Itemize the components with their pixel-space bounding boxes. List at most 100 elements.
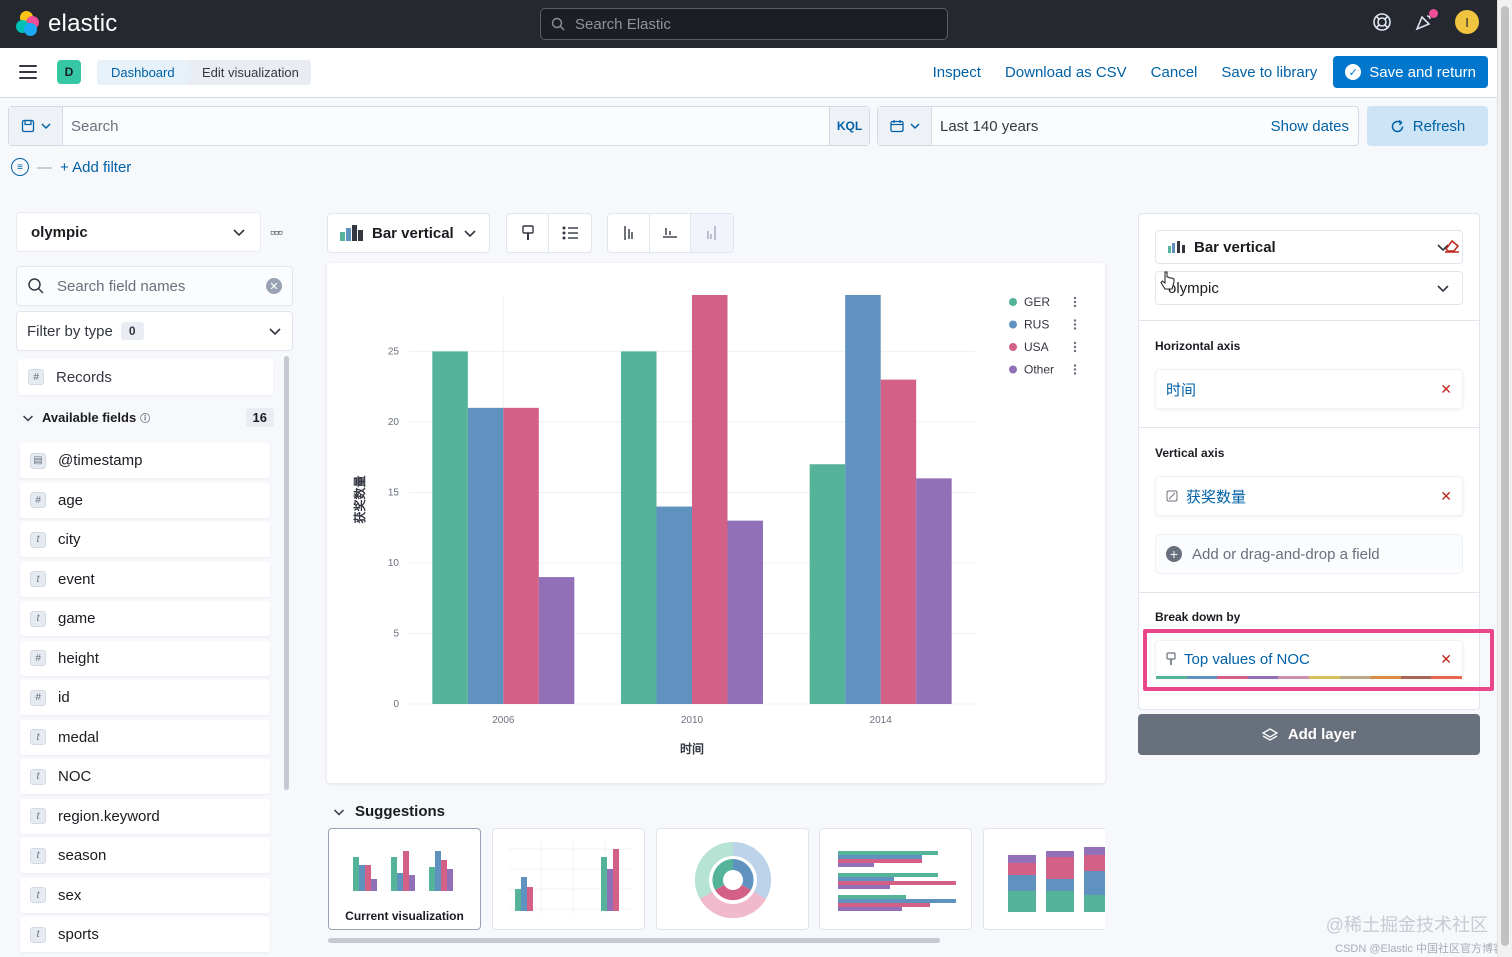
bar-rus-2014 bbox=[845, 295, 881, 704]
breakdown-dimension[interactable]: Top values of NOC ✕ bbox=[1155, 640, 1463, 678]
suggestions-header[interactable]: Suggestions bbox=[333, 803, 445, 820]
layer-config-panel: Bar vertical olympic Horizontal axis 时间 … bbox=[1138, 213, 1480, 710]
add-filter-button[interactable]: + Add filter bbox=[60, 158, 132, 176]
visual-options-button[interactable] bbox=[507, 214, 549, 252]
suggestion-donut-chart[interactable] bbox=[656, 828, 809, 930]
bar-rus-2010 bbox=[656, 506, 692, 704]
legend-options-button[interactable] bbox=[549, 214, 591, 252]
clear-search-icon[interactable]: ✕ bbox=[266, 278, 282, 294]
clear-layer-icon[interactable] bbox=[1443, 238, 1461, 259]
horizontal-axis-dimension[interactable]: 时间 ✕ bbox=[1155, 369, 1463, 409]
field-list-scrollbar[interactable] bbox=[284, 356, 289, 790]
quick-select-button[interactable] bbox=[878, 107, 932, 145]
divider bbox=[1139, 320, 1479, 321]
global-header: elastic Search Elastic I bbox=[0, 0, 1497, 48]
legend-menu-dot bbox=[1073, 345, 1077, 349]
field-item[interactable]: t game bbox=[20, 601, 270, 636]
elastic-logo[interactable]: elastic bbox=[16, 10, 117, 38]
saved-query-menu-button[interactable] bbox=[9, 107, 63, 145]
field-item[interactable]: t NOC bbox=[20, 759, 270, 794]
save-and-return-button[interactable]: ✓ Save and return bbox=[1333, 56, 1488, 88]
remove-dimension-icon[interactable]: ✕ bbox=[1440, 380, 1452, 397]
suggestion-bar-chart[interactable] bbox=[492, 828, 645, 930]
remove-dimension-icon[interactable]: ✕ bbox=[1440, 650, 1452, 667]
layer-chart-type-select[interactable]: Bar vertical bbox=[1155, 230, 1463, 264]
add-field-dropzone[interactable]: + Add or drag-and-drop a field bbox=[1155, 534, 1463, 574]
save-to-library-button[interactable]: Save to library bbox=[1221, 63, 1318, 81]
data-view-options-icon[interactable]: ▫▫▫ bbox=[270, 224, 283, 240]
field-item[interactable]: # age bbox=[20, 482, 270, 518]
vertical-axis-dimension[interactable]: 获奖数量 ✕ bbox=[1155, 476, 1463, 516]
global-search-input[interactable]: Search Elastic bbox=[540, 8, 948, 40]
refresh-button[interactable]: Refresh bbox=[1367, 106, 1488, 146]
suggestion-horizontal-bar-chart[interactable] bbox=[819, 828, 972, 930]
field-name: sex bbox=[58, 886, 82, 904]
suggestions-scrollbar[interactable] bbox=[328, 938, 940, 943]
x-tick-label: 2014 bbox=[870, 715, 893, 726]
cancel-button[interactable]: Cancel bbox=[1150, 63, 1198, 81]
chart-panel: 0 5 10 15 20 25 2006 2010 2014 时间 获奖数量 GER RUS USA Oth… bbox=[327, 263, 1105, 783]
chart-type-switcher[interactable]: Bar vertical bbox=[327, 213, 490, 253]
field-item[interactable]: t medal bbox=[20, 719, 270, 755]
number-type-icon: # bbox=[30, 689, 46, 706]
bottom-axis-icon bbox=[663, 228, 677, 238]
y-tick-label: 5 bbox=[393, 628, 399, 639]
field-item[interactable]: # id bbox=[20, 680, 270, 715]
app-subheader: D Dashboard Edit visualization Inspect D… bbox=[0, 48, 1497, 98]
field-item[interactable]: t event bbox=[20, 561, 270, 597]
legend-menu-dot bbox=[1073, 323, 1077, 326]
field-item[interactable]: t region.keyword bbox=[20, 798, 270, 834]
suggestions-row: Current visualization bbox=[328, 828, 1105, 932]
news-feed-icon[interactable] bbox=[1413, 9, 1438, 33]
global-search-placeholder: Search Elastic bbox=[575, 15, 671, 33]
available-fields-label: Available fields bbox=[42, 410, 137, 425]
palette-swatch bbox=[1247, 676, 1279, 679]
chevron-down-icon bbox=[464, 230, 476, 238]
field-item[interactable]: t sex bbox=[20, 877, 270, 913]
bottom-axis-button[interactable] bbox=[650, 214, 692, 252]
layer-data-view-select[interactable]: olympic bbox=[1155, 271, 1463, 305]
help-icon[interactable] bbox=[1371, 11, 1393, 33]
field-item[interactable]: ▤ @timestamp bbox=[20, 443, 270, 478]
data-view-selector[interactable]: olympic bbox=[16, 212, 261, 252]
field-item-records[interactable]: # Records bbox=[18, 359, 273, 395]
field-search-input[interactable]: Search field names ✕ bbox=[16, 266, 293, 306]
field-item[interactable]: t season bbox=[20, 838, 270, 873]
refresh-icon bbox=[1391, 119, 1403, 132]
download-csv-button[interactable]: Download as CSV bbox=[1004, 63, 1127, 81]
query-search-input[interactable]: Search bbox=[71, 117, 119, 135]
legend-swatch-usa bbox=[1009, 343, 1017, 351]
search-icon bbox=[28, 278, 44, 294]
remove-dimension-icon[interactable]: ✕ bbox=[1440, 487, 1452, 504]
breadcrumb-dashboard[interactable]: Dashboard bbox=[97, 60, 195, 85]
field-item[interactable]: t city bbox=[20, 522, 270, 557]
user-avatar[interactable]: I bbox=[1455, 10, 1479, 34]
page-scrollbar[interactable] bbox=[1497, 0, 1512, 957]
available-fields-header[interactable]: Available fields ⓘ 16 bbox=[22, 408, 274, 427]
space-avatar[interactable]: D bbox=[57, 60, 81, 84]
query-bar: Search KQL bbox=[8, 106, 870, 146]
field-item[interactable]: # height bbox=[20, 640, 270, 676]
left-axis-button[interactable] bbox=[608, 214, 650, 252]
x-tick-label: 2006 bbox=[492, 715, 515, 726]
y-tick-label: 25 bbox=[388, 346, 400, 357]
add-layer-button[interactable]: Add layer bbox=[1138, 714, 1480, 755]
inspect-button[interactable]: Inspect bbox=[932, 63, 981, 81]
layer-data-view-label: olympic bbox=[1168, 279, 1219, 297]
bar-chart[interactable]: 0 5 10 15 20 25 2006 2010 2014 时间 获奖数量 GER RUS USA Oth… bbox=[327, 263, 1105, 783]
show-dates-button[interactable]: Show dates bbox=[1270, 117, 1349, 135]
right-axis-button[interactable] bbox=[691, 214, 733, 252]
filter-options-icon[interactable]: ≡ bbox=[11, 158, 29, 176]
kql-toggle-button[interactable]: KQL bbox=[829, 107, 869, 145]
number-type-icon: # bbox=[30, 650, 46, 666]
legend-swatch-ger bbox=[1009, 298, 1017, 306]
add-field-label: Add or drag-and-drop a field bbox=[1192, 545, 1380, 563]
suggestion-current-visualization[interactable]: Current visualization bbox=[328, 828, 481, 930]
date-range-text[interactable]: Last 140 years bbox=[940, 117, 1039, 135]
field-item[interactable]: t sports bbox=[20, 917, 270, 952]
field-search-placeholder: Search field names bbox=[57, 277, 186, 295]
filter-by-type-dropdown[interactable]: Filter by type 0 bbox=[16, 311, 293, 351]
x-axis-title: 时间 bbox=[680, 741, 704, 756]
menu-icon[interactable] bbox=[19, 65, 37, 79]
suggestion-stacked-bar-chart[interactable] bbox=[983, 828, 1105, 930]
